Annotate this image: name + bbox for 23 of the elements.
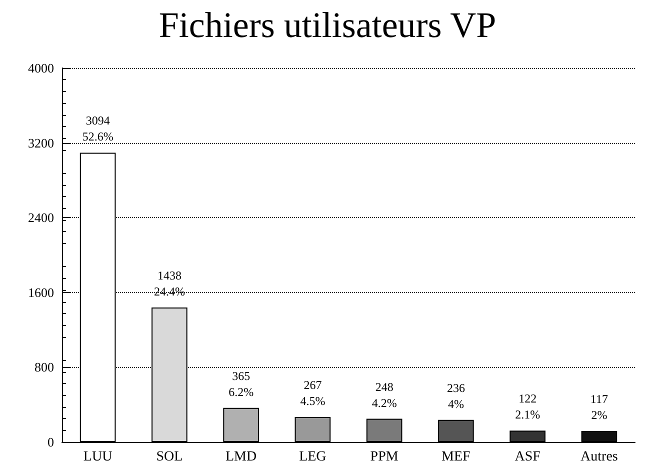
data-label: 236 4%: [446, 380, 465, 411]
x-tick-label: PPM: [370, 450, 399, 464]
x-tick-label: LMD: [226, 450, 257, 464]
x-tick-label: MEF: [442, 450, 471, 464]
data-label: 3094 52.6%: [82, 114, 114, 144]
chart-title: Fichiers utilisateurs VP: [158, 5, 496, 45]
y-tick-label: 1600: [28, 284, 54, 300]
x-tick-label: LEG: [299, 450, 326, 464]
data-label: 365 6.2%: [228, 368, 254, 399]
y-tick-label: 800: [34, 360, 54, 375]
data-label: 122 2.1%: [515, 392, 540, 422]
data-label: 1438 24.4%: [154, 268, 185, 299]
data-label: 267 4.5%: [300, 378, 326, 408]
y-tick-label: 3200: [28, 135, 54, 150]
x-tick-label: LUU: [83, 450, 112, 464]
y-tick-label: 0: [48, 434, 54, 450]
data-label: 117 2%: [590, 392, 608, 422]
y-tick-label: 2400: [28, 210, 54, 226]
x-tick-label: Autres: [580, 450, 618, 464]
x-tick-label: SOL: [156, 450, 183, 464]
x-tick-label: ASF: [514, 450, 541, 464]
y-tick-label: 4000: [28, 60, 54, 76]
data-label: 248 4.2%: [372, 380, 397, 410]
